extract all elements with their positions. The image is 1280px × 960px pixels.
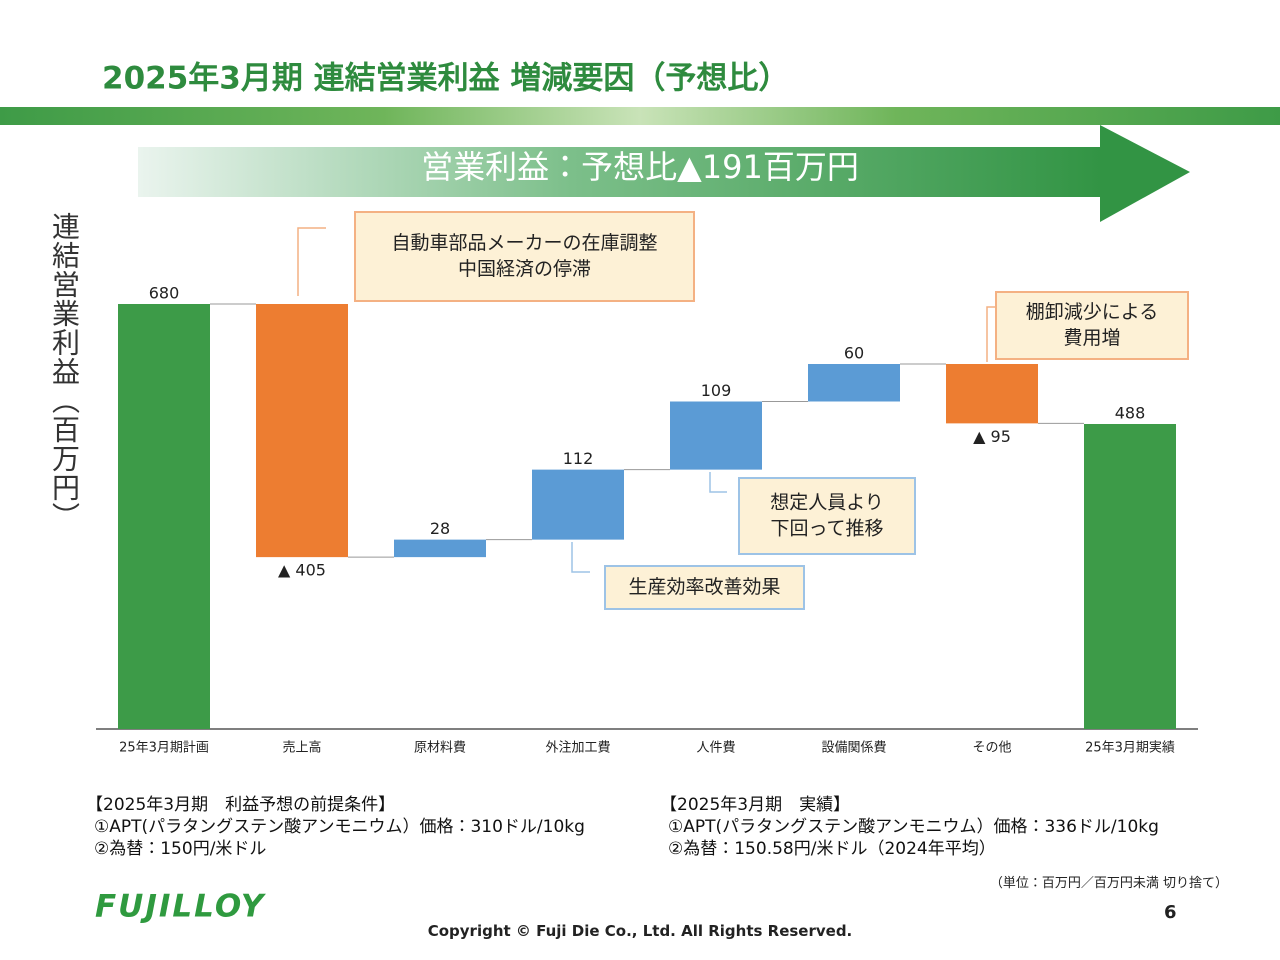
value-label: ▲ 95 xyxy=(973,427,1011,446)
callout-text: 下回って推移 xyxy=(770,518,883,540)
x-tick-label: 25年3月期実績 xyxy=(1085,740,1175,756)
bar xyxy=(808,364,900,402)
value-label: 112 xyxy=(563,449,594,468)
x-tick-label: その他 xyxy=(972,741,1011,756)
title-stripe xyxy=(0,107,1280,125)
note-line: ②為替：150円/米ドル xyxy=(94,839,267,859)
value-label: 60 xyxy=(844,344,864,363)
y-axis-label: 連結営業利益（百万円） xyxy=(48,212,81,531)
x-tick-label: 25年3月期計画 xyxy=(119,740,209,756)
page-number: 6 xyxy=(1164,902,1177,923)
value-label: 109 xyxy=(701,381,732,400)
notes-right: 【2025年3月期 実績】 ①APT(パラタングステン酸アンモニウム）価格：33… xyxy=(660,794,1159,860)
callout-box xyxy=(995,291,1189,360)
unit-note: （単位：百万円／百万円未満 切り捨て） xyxy=(989,876,1228,891)
notes-left: 【2025年3月期 利益予想の前提条件】 ①APT(パラタングステン酸アンモニウ… xyxy=(86,794,585,860)
callout-leader xyxy=(709,472,727,493)
value-label: 680 xyxy=(149,284,180,303)
banner-text: 営業利益：予想比▲191百万円 xyxy=(421,148,859,186)
value-label: 488 xyxy=(1115,404,1146,423)
note-line: ①APT(パラタングステン酸アンモニウム）価格：336ドル/10kg xyxy=(668,817,1159,837)
callout-box xyxy=(604,565,805,610)
copyright: Copyright © Fuji Die Co., Ltd. All Right… xyxy=(427,922,853,940)
bar xyxy=(256,304,348,558)
callout-text: 想定人員より xyxy=(770,492,884,514)
note-line: ①APT(パラタングステン酸アンモニウム）価格：310ドル/10kg xyxy=(94,817,585,837)
note-heading: 【2025年3月期 利益予想の前提条件】 xyxy=(86,795,396,815)
logo: FUJILLOY xyxy=(95,889,267,925)
callout-text: 自動車部品メーカーの在庫調整 xyxy=(391,232,657,254)
callout-leader xyxy=(571,542,590,573)
bar xyxy=(118,304,210,729)
bar xyxy=(670,401,762,470)
x-tick-label: 設備関係費 xyxy=(821,741,886,756)
x-tick-label: 売上高 xyxy=(282,740,321,756)
note-line: ②為替：150.58円/米ドル（2024年平均） xyxy=(668,839,996,859)
callout-text: 棚卸減少による xyxy=(1026,301,1158,323)
callout-box xyxy=(738,477,916,555)
banner-arrowhead xyxy=(1100,125,1190,222)
note-heading: 【2025年3月期 実績】 xyxy=(660,795,851,815)
callout-text: 中国経済の停滞 xyxy=(458,258,591,280)
callout-text: 費用増 xyxy=(1063,327,1120,349)
bar xyxy=(532,469,624,540)
slide-title: 2025年3月期 連結営業利益 増減要因（予想比） xyxy=(102,61,789,97)
callout-leader xyxy=(986,306,996,362)
callout-text: 生産効率改善効果 xyxy=(628,576,780,598)
x-tick-label: 人件費 xyxy=(696,741,735,756)
bar xyxy=(946,364,1038,424)
bar xyxy=(394,539,486,558)
value-label: ▲ 405 xyxy=(278,561,326,580)
bar xyxy=(1084,424,1176,729)
x-tick-label: 外注加工費 xyxy=(545,741,610,756)
value-label: 28 xyxy=(430,519,450,538)
callout-leader xyxy=(297,227,326,296)
banner-body xyxy=(138,147,1102,197)
callout-box xyxy=(354,211,695,302)
x-tick-label: 原材料費 xyxy=(414,741,466,756)
